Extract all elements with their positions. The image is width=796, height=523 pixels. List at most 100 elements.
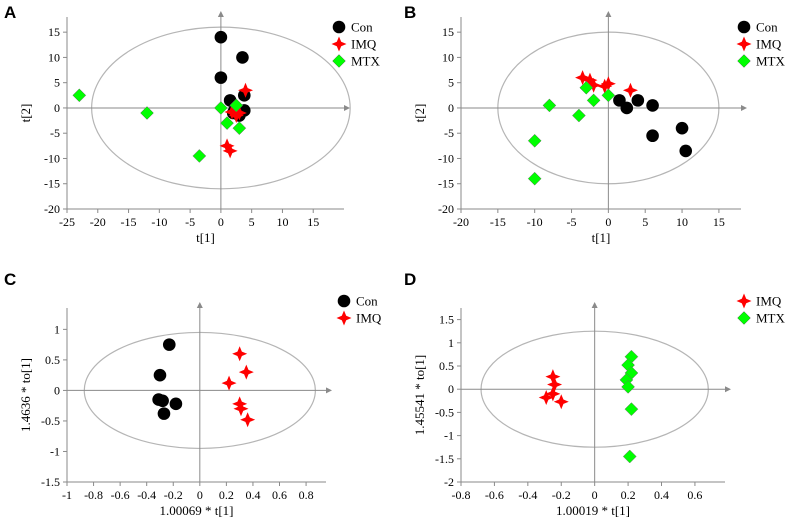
data-point-mtx	[527, 171, 542, 186]
data-point-imq	[232, 346, 248, 362]
y-tick-label: -1.5	[435, 452, 454, 466]
y-tick-label: -5	[50, 126, 60, 140]
x-tick-label: -10	[151, 215, 167, 229]
panel-label: D	[404, 270, 416, 289]
x-tick-label: -20	[453, 215, 469, 229]
x-tick-label: 15	[307, 215, 319, 229]
x-tick-label: 10	[276, 215, 288, 229]
legend-marker-mtx	[737, 54, 751, 68]
y-tick-label: -1	[444, 429, 454, 443]
legend-label-mtx: MTX	[756, 54, 786, 69]
legend-label-mtx: MTX	[351, 54, 381, 69]
data-point-mtx	[140, 106, 154, 120]
data-point-con	[157, 407, 171, 420]
y-axis-arrow	[217, 11, 224, 17]
data-point-con	[162, 338, 176, 351]
x-axis-arrow	[326, 387, 332, 394]
data-point-mtx	[621, 380, 635, 394]
x-tick-label: 0	[605, 215, 611, 229]
legend-marker-mtx	[737, 311, 751, 325]
y-tick-label: 10	[442, 50, 454, 64]
data-point-imq	[233, 401, 249, 417]
y-tick-label: -10	[44, 151, 60, 165]
series-con	[613, 94, 693, 158]
panel-label: C	[4, 270, 16, 289]
legend-label-mtx: MTX	[756, 311, 786, 326]
data-point-imq	[545, 386, 561, 402]
data-point-imq	[586, 77, 602, 93]
series-imq	[219, 82, 254, 159]
data-point-mtx	[601, 88, 616, 103]
data-point-con	[236, 51, 249, 64]
legend: IMQ MTX	[736, 293, 786, 326]
data-point-imq	[238, 82, 254, 98]
y-tick-label: 15	[442, 25, 454, 39]
panel-a: A-25 -20 -15 -10 -5 0 5 10 15-20-15-10-5051015t[…	[4, 3, 381, 245]
series-mtx	[619, 349, 639, 464]
y-axis-label: 1.4636 * to[1]	[18, 358, 33, 432]
x-axis-label: t[1]	[592, 230, 611, 245]
data-point-imq	[582, 72, 598, 88]
data-point-mtx	[579, 80, 594, 95]
panel-c: C-1 -0.8 -0.6 -0.4 -0.2 0 0.2 0.4 0.6 0.8-1.5-1-0…	[4, 270, 382, 518]
x-tick-label: -0.4	[137, 488, 156, 502]
y-tick-label: -20	[44, 202, 60, 216]
legend-marker-mtx	[332, 54, 346, 68]
legend-marker-con	[332, 20, 346, 34]
data-point-imq	[231, 105, 247, 121]
y-tick-label: -0.5	[435, 405, 454, 419]
x-axis-arrow	[344, 104, 350, 111]
y-tick-label: -5	[444, 126, 454, 140]
data-point-mtx	[72, 88, 87, 103]
x-tick-label: -10	[527, 215, 543, 229]
x-tick-label: -0.2	[164, 488, 183, 502]
data-point-con	[156, 394, 169, 408]
legend-label-con: Con	[756, 20, 778, 35]
legend: Con IMQ MTX	[331, 20, 381, 69]
x-axis-label: 1.00019 * t[1]	[556, 503, 630, 518]
data-point-imq	[547, 377, 563, 393]
x-tick-label: 5	[642, 215, 648, 229]
x-tick-label: 0.2	[621, 488, 636, 502]
y-axis-label: t[2]	[18, 104, 33, 123]
y-tick-label: 0.5	[439, 359, 454, 373]
y-axis-arrow	[605, 11, 612, 17]
legend-label-con: Con	[351, 20, 373, 35]
x-tick-label: -15	[490, 215, 506, 229]
data-point-con	[153, 368, 167, 382]
x-tick-label: -20	[90, 215, 106, 229]
x-tick-label: 0.4	[654, 488, 669, 502]
data-point-mtx	[542, 98, 557, 113]
data-point-con	[631, 94, 645, 107]
series-imq	[221, 346, 256, 428]
data-point-mtx	[214, 101, 228, 115]
x-tick-label: -0.4	[518, 488, 537, 502]
data-point-imq	[219, 138, 235, 154]
legend-label-imq: IMQ	[756, 294, 782, 309]
y-axis-label: 1.45541 * to[1]	[412, 355, 427, 436]
data-point-mtx	[229, 98, 244, 113]
x-tick-label: 0	[197, 488, 203, 502]
data-point-mtx	[192, 149, 207, 163]
x-tick-label: -0.6	[111, 488, 130, 502]
data-point-imq	[545, 369, 561, 385]
data-point-imq	[228, 108, 244, 124]
data-point-imq	[238, 364, 254, 380]
x-axis-label: 1.00069 * t[1]	[159, 503, 233, 518]
data-point-mtx	[572, 108, 586, 123]
series-mtx	[527, 80, 616, 186]
data-point-imq	[240, 412, 256, 428]
data-point-imq	[222, 143, 238, 159]
data-point-imq	[600, 76, 616, 92]
data-point-imq	[575, 70, 591, 86]
y-tick-label: 1	[448, 336, 454, 350]
data-point-mtx	[220, 116, 234, 130]
legend-label-imq: IMQ	[351, 37, 377, 52]
x-tick-label: 10	[676, 215, 688, 229]
legend-marker-imq	[736, 36, 752, 52]
data-point-mtx	[586, 93, 601, 108]
x-axis-arrow	[741, 104, 747, 111]
panel-d: D -0.8 -0.6 -0.4 -0.2 0 0.2 0.4 0.6 -2 -1.5 -1 -0.5 0…	[404, 270, 786, 518]
legend-marker-con	[737, 20, 751, 34]
